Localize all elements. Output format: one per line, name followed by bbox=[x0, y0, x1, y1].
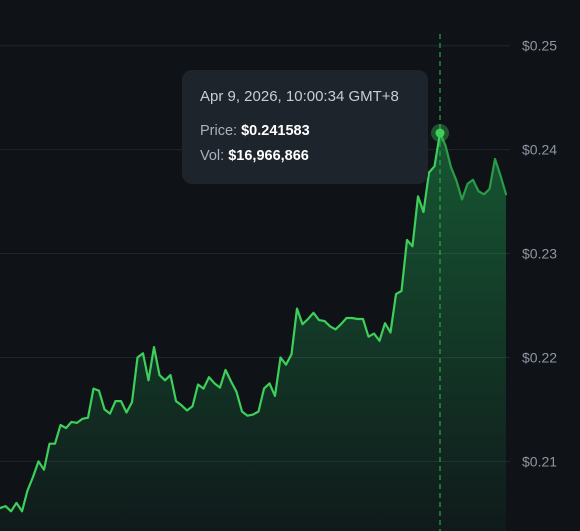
tooltip-volume-label: Vol: bbox=[200, 148, 225, 164]
price-area bbox=[0, 133, 506, 531]
tooltip-timestamp: Apr 9, 2026, 10:00:34 GMT+8 bbox=[200, 88, 399, 105]
price-line-layer bbox=[0, 131, 508, 513]
y-tick-label: $0.22 bbox=[522, 349, 557, 365]
tooltip-price-value: $0.241583 bbox=[241, 123, 310, 139]
y-tick-label: $0.24 bbox=[522, 142, 557, 158]
price-line bbox=[0, 131, 442, 513]
price-area-fill bbox=[0, 133, 506, 531]
crosshair bbox=[431, 34, 449, 531]
tooltip-volume-row: Vol: $16,966,866 bbox=[200, 144, 410, 169]
highlight-marker-dot bbox=[435, 128, 445, 138]
y-tick-label: $0.25 bbox=[522, 38, 557, 54]
y-axis-labels: $0.25 $0.24 $0.23 $0.22 $0.21 bbox=[522, 38, 557, 470]
y-tick-label: $0.23 bbox=[522, 246, 557, 262]
price-tooltip: Apr 9, 2026, 10:00:34 GMT+8 Price: $0.24… bbox=[182, 70, 428, 184]
price-line-after-cursor bbox=[438, 131, 508, 201]
tooltip-price-row: Price: $0.241583 bbox=[200, 119, 410, 144]
tooltip-price-label: Price: bbox=[200, 123, 238, 139]
tooltip-volume-value: $16,966,866 bbox=[228, 148, 309, 164]
y-tick-label: $0.21 bbox=[522, 453, 557, 469]
